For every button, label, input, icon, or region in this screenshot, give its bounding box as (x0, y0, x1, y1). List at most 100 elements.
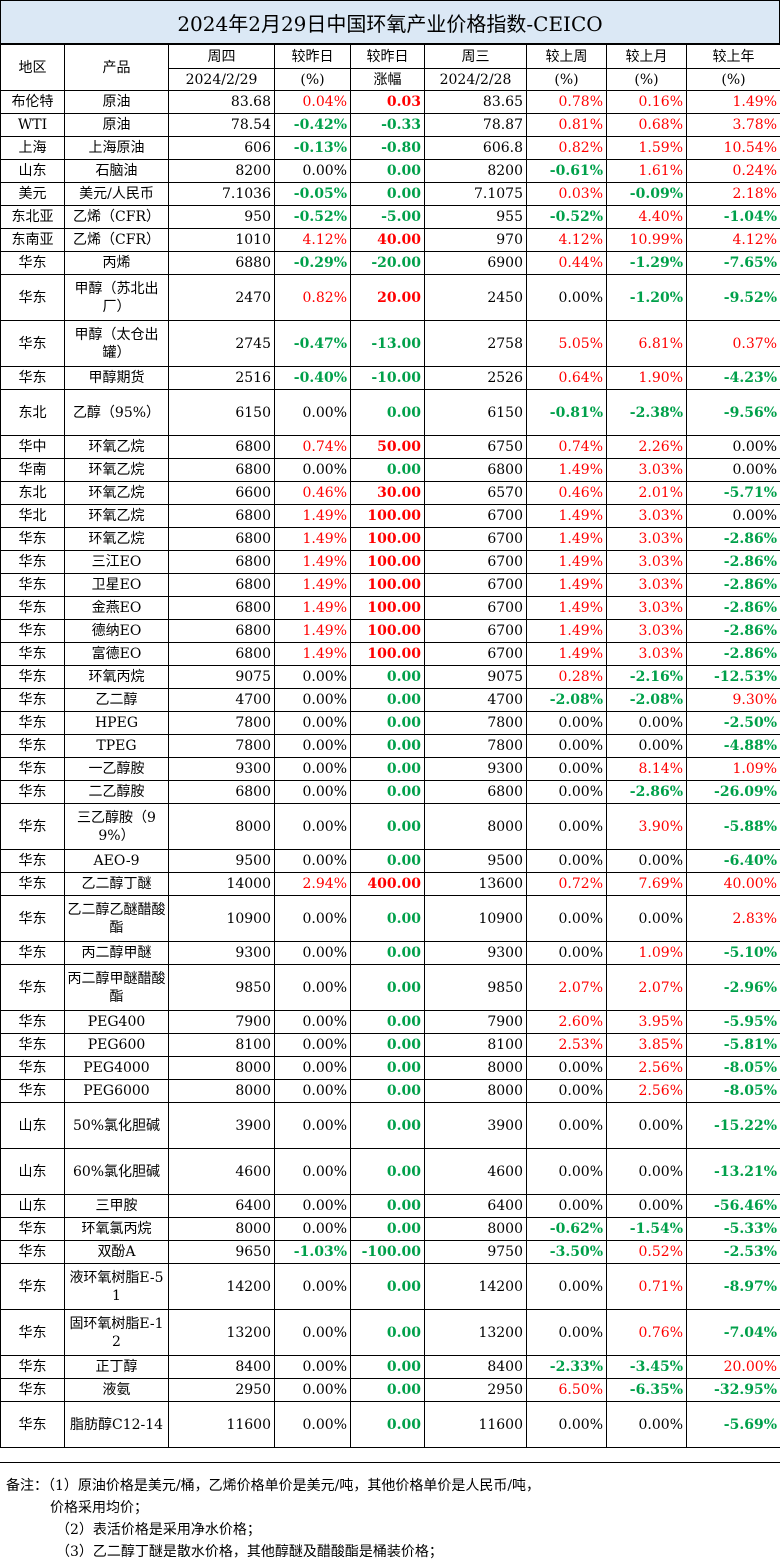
vs-yest-chg-cell: 0.00 (350, 780, 425, 804)
vs-week-cell: 2.53% (526, 1033, 607, 1057)
wed-price-cell: 11600 (424, 1401, 527, 1448)
vs-month-cell: 0.00% (606, 734, 687, 758)
wed-price-cell: 6700 (424, 550, 527, 574)
wed-price-cell: 13200 (424, 1309, 527, 1356)
vs-year-cell: 3.78% (686, 113, 780, 137)
vs-yest-pct-cell: 0.74% (274, 435, 351, 459)
wed-price-cell: 4600 (424, 1148, 527, 1195)
vs-year-cell: 9.30% (686, 688, 780, 712)
note-line-3: （3）乙二醇丁醚是散水价格，其他醇醚及醋酸酯是桶装价格； (56, 1544, 443, 1560)
vs-yest-chg-cell: 100.00 (350, 550, 425, 574)
thu-price-cell: 6800 (168, 619, 275, 643)
table-row: 华东 卫星EO 6800 1.49% 100.00 6700 1.49% 3.03% -2.86… (0, 573, 780, 597)
col-header-vs-year-unit: (%) (686, 68, 780, 91)
vs-yest-chg-cell: 30.00 (350, 481, 425, 505)
region-cell: 华东 (0, 849, 65, 873)
wed-price-cell: 3900 (424, 1102, 527, 1149)
wed-price-cell: 8000 (424, 1079, 527, 1103)
table-row: 山东 60%氯化胆碱 4600 0.00% 0.00 4600 0.00% 0.00% -13.… (0, 1148, 780, 1195)
vs-year-cell: 1.09% (686, 757, 780, 781)
region-cell: 华中 (0, 435, 65, 459)
table-row: 华东 一乙醇胺 9300 0.00% 0.00 9300 0.00% 8.14% 1.09% (0, 757, 780, 781)
thu-price-cell: 8200 (168, 159, 275, 183)
product-cell: 环氧乙烷 (64, 435, 169, 459)
vs-yest-chg-cell: 50.00 (350, 435, 425, 459)
vs-yest-chg-cell: 0.00 (350, 665, 425, 689)
table-row: 华东 三江EO 6800 1.49% 100.00 6700 1.49% 3.03% -2.86… (0, 550, 780, 574)
region-cell: 华东 (0, 964, 65, 1011)
header-row-2: 2024/2/29 (%) 涨幅 2024/2/28 (%) (%) (%) (1, 68, 780, 91)
thu-price-cell: 7800 (168, 711, 275, 735)
vs-week-cell: 0.00% (526, 1309, 607, 1356)
vs-yest-chg-cell: 0.00 (350, 1033, 425, 1057)
region-cell: 华东 (0, 1355, 65, 1379)
col-header-vs-month-unit: (%) (606, 68, 687, 91)
wed-price-cell: 7800 (424, 734, 527, 758)
vs-yest-chg-cell: 0.00 (350, 964, 425, 1011)
vs-week-cell: 1.49% (526, 527, 607, 551)
region-cell: 华东 (0, 320, 65, 367)
vs-month-cell: 3.03% (606, 596, 687, 620)
vs-yest-chg-cell: 0.00 (350, 1378, 425, 1402)
vs-year-cell: -13.21% (686, 1148, 780, 1195)
table-row: 华东 丙二醇甲醚 9300 0.00% 0.00 9300 0.00% 1.09% -5.10% (0, 941, 780, 965)
col-header-thu: 周四 (168, 44, 275, 69)
vs-week-cell: -0.61% (526, 159, 607, 183)
vs-year-cell: -32.95% (686, 1378, 780, 1402)
thu-price-cell: 14200 (168, 1263, 275, 1310)
product-cell: PEG400 (64, 1010, 169, 1034)
vs-yest-pct-cell: 0.00% (274, 1033, 351, 1057)
region-cell: 华东 (0, 1217, 65, 1241)
product-cell: PEG600 (64, 1033, 169, 1057)
sheet-title: 2024年2月29日中国环氧产业价格指数-CEICO (0, 0, 780, 44)
vs-year-cell: -5.88% (686, 803, 780, 850)
wed-price-cell: 14200 (424, 1263, 527, 1310)
vs-month-cell: -1.20% (606, 274, 687, 321)
vs-yest-pct-cell: 1.49% (274, 527, 351, 551)
vs-week-cell: 1.49% (526, 573, 607, 597)
thu-price-cell: 8000 (168, 1056, 275, 1080)
thu-price-cell: 9300 (168, 757, 275, 781)
vs-yest-pct-cell: 0.00% (274, 895, 351, 942)
thu-price-cell: 6400 (168, 1194, 275, 1218)
vs-month-cell: 1.59% (606, 136, 687, 160)
table-row: 华东 环氧乙烷 6800 1.49% 100.00 6700 1.49% 3.03% -2.86… (0, 527, 780, 551)
region-cell: 山东 (0, 1148, 65, 1195)
vs-year-cell: -15.22% (686, 1102, 780, 1149)
region-cell: 华东 (0, 274, 65, 321)
vs-year-cell: 0.00% (686, 458, 780, 482)
col-header-region: 地区 (0, 44, 65, 91)
region-cell: 华东 (0, 1079, 65, 1103)
table-row: 华东 三乙醇胺（99%） 8000 0.00% 0.00 8000 0.00% 3.90% -5… (0, 803, 780, 850)
vs-yest-chg-cell: 0.00 (350, 1263, 425, 1310)
vs-year-cell: -8.05% (686, 1056, 780, 1080)
vs-yest-chg-cell: -5.00 (350, 205, 425, 229)
wed-price-cell: 955 (424, 205, 527, 229)
region-cell: 华东 (0, 757, 65, 781)
wed-price-cell: 2950 (424, 1378, 527, 1402)
vs-month-cell: 0.00% (606, 849, 687, 873)
vs-month-cell: 0.00% (606, 711, 687, 735)
vs-yest-pct-cell: 0.00% (274, 803, 351, 850)
vs-week-cell: 0.00% (526, 1148, 607, 1195)
region-cell: 华东 (0, 803, 65, 850)
product-cell: 金燕EO (64, 596, 169, 620)
vs-yest-pct-cell: -0.47% (274, 320, 351, 367)
region-cell: 华东 (0, 1056, 65, 1080)
wed-price-cell: 10900 (424, 895, 527, 942)
region-cell: 华东 (0, 1033, 65, 1057)
region-cell: 华东 (0, 619, 65, 643)
vs-yest-pct-cell: 0.00% (274, 1079, 351, 1103)
vs-yest-pct-cell: 1.49% (274, 619, 351, 643)
vs-year-cell: -9.56% (686, 389, 780, 436)
vs-week-cell: 0.00% (526, 757, 607, 781)
header-row-1: 地区 产品 周四 较昨日 较昨日 周三 较上周 较上月 较上年 (0, 44, 780, 91)
region-cell: 华东 (0, 872, 65, 896)
vs-yest-chg-cell: 0.00 (350, 1309, 425, 1356)
vs-yest-chg-cell: 20.00 (350, 274, 425, 321)
product-cell: 丙二醇甲醚 (64, 941, 169, 965)
vs-yest-pct-cell: 0.00% (274, 1217, 351, 1241)
thu-price-cell: 950 (168, 205, 275, 229)
vs-week-cell: 2.60% (526, 1010, 607, 1034)
